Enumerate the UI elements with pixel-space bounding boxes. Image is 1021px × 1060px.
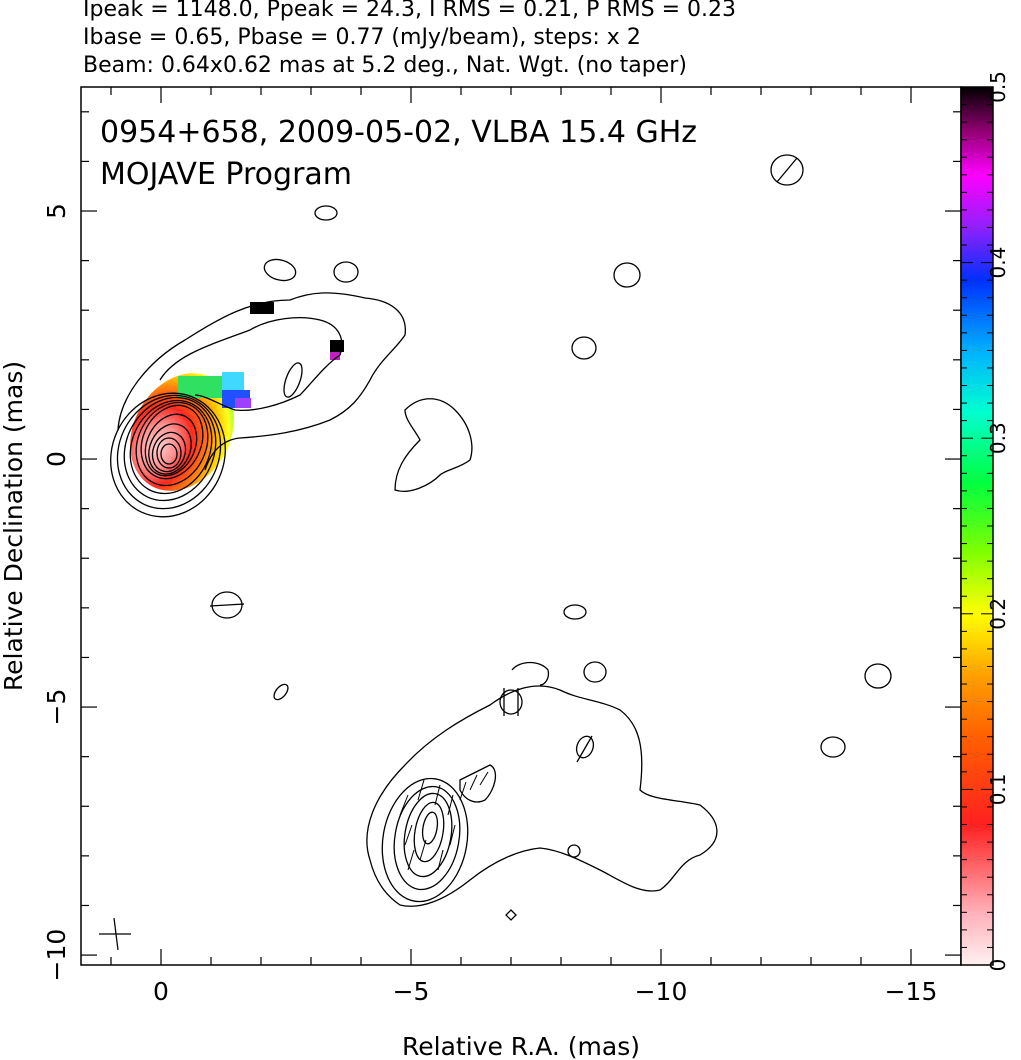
blob-contour-16 <box>505 909 517 921</box>
core-contour-11 <box>160 443 178 465</box>
y-tick-label: −10 <box>42 929 71 982</box>
jet-inner-contour <box>159 317 343 411</box>
blob-contour-6-vector <box>776 157 798 183</box>
polarization-vectors <box>399 771 489 871</box>
chart-title: 0954+658, 2009-05-02, VLBA 15.4 GHz <box>100 115 697 150</box>
blob-contour-7 <box>211 591 243 619</box>
pol-patch-green <box>178 376 226 398</box>
y-axis-ticks: 5 0 −5 −10 <box>42 111 961 982</box>
core-contour-6 <box>140 404 204 480</box>
beam-cross <box>99 917 131 951</box>
colorbar-tick-label: 0.2 <box>986 598 1010 630</box>
colorbar-tick-label: 0 <box>986 959 1010 972</box>
core-contour-3 <box>123 396 217 502</box>
pol-patch-black-small <box>330 340 344 352</box>
blob-contour-12 <box>820 736 846 758</box>
x-axis-ticks: 0 −5 −10 −15 <box>110 87 962 1006</box>
y-axis-label: Relative Declination (mas) <box>0 361 28 691</box>
jet-east-lobe-contour <box>394 398 473 492</box>
header-line-1: Ipeak = 1148.0, Ppeak = 24.3, I RMS = 0.… <box>83 0 736 22</box>
south-contour-3 <box>403 792 453 878</box>
header-line-2: Ibase = 0.65, Pbase = 0.77 (mJy/beam), s… <box>83 25 641 50</box>
y-tick-label: 5 <box>42 203 71 219</box>
core-contours <box>110 392 226 518</box>
colorbar-tick-label: 0.5 <box>986 71 1010 103</box>
x-tick-label: 0 <box>153 977 169 1006</box>
x-tick-label: −10 <box>635 977 688 1006</box>
colorbar-tick-label: 0.1 <box>986 773 1010 805</box>
blob-contour-11 <box>864 663 892 689</box>
blob-contour-8 <box>273 683 289 701</box>
south-contour-4 <box>413 801 445 863</box>
core-contour-10 <box>156 437 182 469</box>
south-contour-1 <box>381 777 469 903</box>
pol-patch-cyan <box>222 372 244 394</box>
core-contour-4 <box>129 399 213 495</box>
blob-contour-3 <box>314 205 338 221</box>
plot-frame <box>80 86 962 966</box>
blob-contour-6 <box>770 154 804 186</box>
x-tick-label: −15 <box>885 977 938 1006</box>
jet-contours <box>117 154 892 921</box>
chart-subtitle: MOJAVE Program <box>100 157 352 192</box>
blob-contour-10 <box>583 661 607 683</box>
colorbar-tick-label: 0.3 <box>986 422 1010 454</box>
blob-contour-15 <box>567 844 581 858</box>
core-contour-9 <box>151 431 187 473</box>
y-tick-label: −5 <box>42 689 71 726</box>
blob-contour-5 <box>571 336 597 360</box>
blob-contour-7-vector <box>209 603 245 607</box>
core-contour-5 <box>135 401 209 487</box>
blob-contour-4 <box>613 262 641 288</box>
header-line-3: Beam: 0.64x0.62 mas at 5.2 deg., Nat. Wg… <box>83 53 687 78</box>
x-axis-label: Relative R.A. (mas) <box>402 1032 640 1060</box>
south-tail-contour <box>459 764 497 803</box>
core-contour-2 <box>116 394 222 510</box>
north-arc-contour <box>511 661 550 686</box>
pol-patch-magenta <box>330 352 340 360</box>
colorbar-tick-label: 0.4 <box>986 247 1010 279</box>
south-feature-contours <box>366 685 718 907</box>
south-outer-contour <box>366 685 718 907</box>
core-contour-7 <box>144 413 198 477</box>
blob-contour-14-vector <box>576 735 593 763</box>
south-contour-5 <box>421 811 439 845</box>
pol-patch-violet <box>235 398 251 408</box>
south-contour-2 <box>393 785 461 891</box>
blob-contour-13 <box>499 689 523 715</box>
colorbar-ticks: 0 0.1 0.2 0.3 0.4 0.5 <box>961 71 1010 971</box>
blob-contour-2 <box>333 261 359 283</box>
jet-outer-contour <box>117 292 406 471</box>
blob-contour-14 <box>575 735 595 759</box>
jet-knot-contour <box>283 362 303 398</box>
blob-contour-1 <box>263 258 297 282</box>
x-tick-label: −5 <box>393 977 430 1006</box>
y-tick-label: 0 <box>42 451 71 467</box>
blob-contour-9 <box>563 604 587 620</box>
core-contour-8 <box>148 423 192 475</box>
pol-patch-black <box>250 302 274 314</box>
core-contour-1 <box>110 392 226 518</box>
